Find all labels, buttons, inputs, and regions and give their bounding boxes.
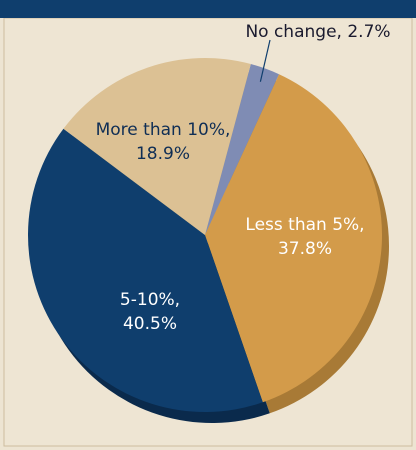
slice-value-label: 37.8% — [278, 239, 332, 259]
labels: No change, 2.7% Less than 5%, 37.8% 5-10%, 4… — [96, 22, 391, 334]
slice — [63, 57, 251, 235]
slice — [27, 128, 263, 413]
slice-label: More than 10%, — [96, 120, 231, 140]
slice — [205, 64, 280, 235]
slice-value-label: 18.9% — [136, 144, 190, 164]
slice-category: No change, — [245, 22, 342, 42]
pie — [27, 57, 382, 413]
slice — [205, 74, 382, 403]
slice-value-label: 40.5% — [123, 314, 177, 334]
slice-label: 5-10%, — [120, 290, 180, 310]
slice-label: No change, 2.7% — [245, 22, 390, 42]
header-bar — [0, 0, 416, 18]
slice-value-label: 2.7% — [347, 22, 390, 42]
slice-label: Less than 5%, — [245, 215, 364, 235]
leader-line — [259, 39, 271, 82]
